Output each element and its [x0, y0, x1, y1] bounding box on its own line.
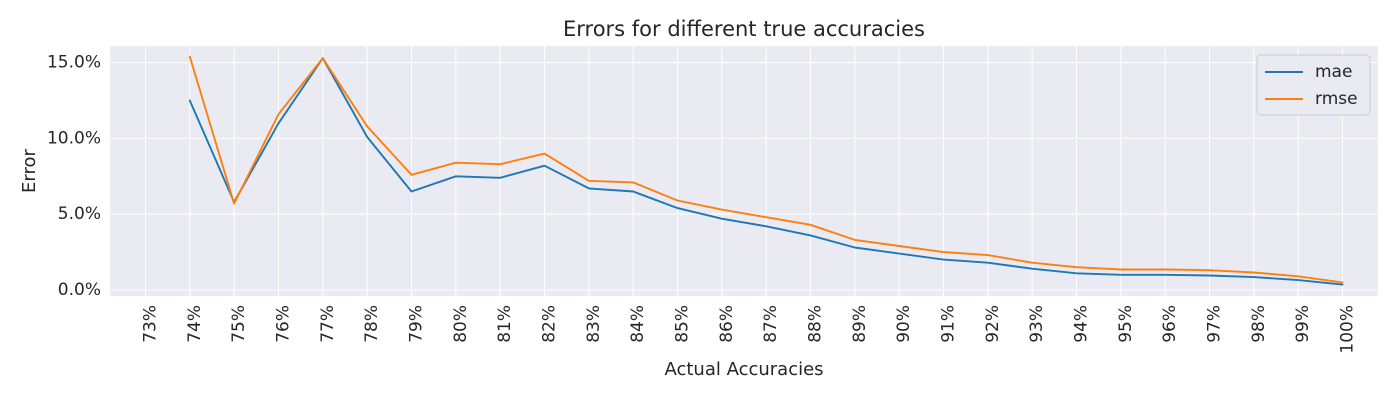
x-axis-label: Actual Accuracies	[664, 359, 823, 380]
x-tick-label: 91%	[939, 305, 959, 343]
y-tick-label: 15.0%	[47, 53, 101, 73]
x-tick-label: 74%	[185, 305, 205, 343]
x-tick-label: 73%	[140, 305, 160, 343]
x-tick-label: 79%	[406, 305, 426, 343]
x-tick-label: 83%	[584, 305, 604, 343]
legend: mae rmse	[1256, 54, 1371, 116]
x-tick-label: 92%	[983, 305, 1003, 343]
chart-title: Errors for different true accuracies	[563, 17, 925, 41]
x-tick-label: 96%	[1160, 305, 1180, 343]
x-tick-label: 93%	[1027, 305, 1047, 343]
x-tick-labels: 73% 74% 75% 76% 77% 78% 79% 80% 81% 82% 83% 84% 85% 8…	[140, 305, 1357, 354]
x-tick-label: 98%	[1249, 305, 1269, 343]
x-tick-label: 85%	[672, 305, 692, 343]
x-tick-label: 88%	[806, 305, 826, 343]
y-tick-label: 5.0%	[58, 204, 101, 224]
y-axis-label: Error	[19, 148, 40, 192]
x-tick-label: 76%	[273, 305, 293, 343]
x-tick-label: 89%	[850, 305, 870, 343]
x-tick-label: 86%	[717, 305, 737, 343]
legend-label-mae: mae	[1315, 62, 1352, 82]
x-tick-label: 90%	[894, 305, 914, 343]
x-tick-label: 87%	[761, 305, 781, 343]
y-tick-label: 0.0%	[58, 280, 101, 300]
series-points-rmse	[189, 56, 1343, 283]
x-tick-label: 81%	[495, 305, 515, 343]
x-tick-label: 99%	[1293, 305, 1313, 343]
grid	[110, 46, 1378, 296]
y-tick-labels: 0.0% 5.0% 10.0% 15.0%	[47, 53, 101, 300]
x-tick-label: 100%	[1338, 305, 1358, 354]
x-tick-label: 94%	[1072, 305, 1092, 343]
legend-label-rmse: rmse	[1315, 89, 1358, 109]
x-tick-label: 97%	[1205, 305, 1225, 343]
x-tick-label: 77%	[318, 305, 338, 343]
series-lines	[188, 55, 1344, 286]
x-tick-label: 78%	[362, 305, 382, 343]
series-line-rmse	[188, 55, 1344, 284]
x-tick-label: 95%	[1116, 305, 1136, 343]
y-tick-label: 10.0%	[47, 128, 101, 148]
series-line-mae	[188, 57, 1344, 286]
x-tick-label: 82%	[539, 305, 559, 343]
x-tick-label: 75%	[229, 305, 249, 343]
x-tick-label: 80%	[451, 305, 471, 343]
x-tick-label: 84%	[628, 305, 648, 343]
plot-area	[110, 46, 1378, 296]
